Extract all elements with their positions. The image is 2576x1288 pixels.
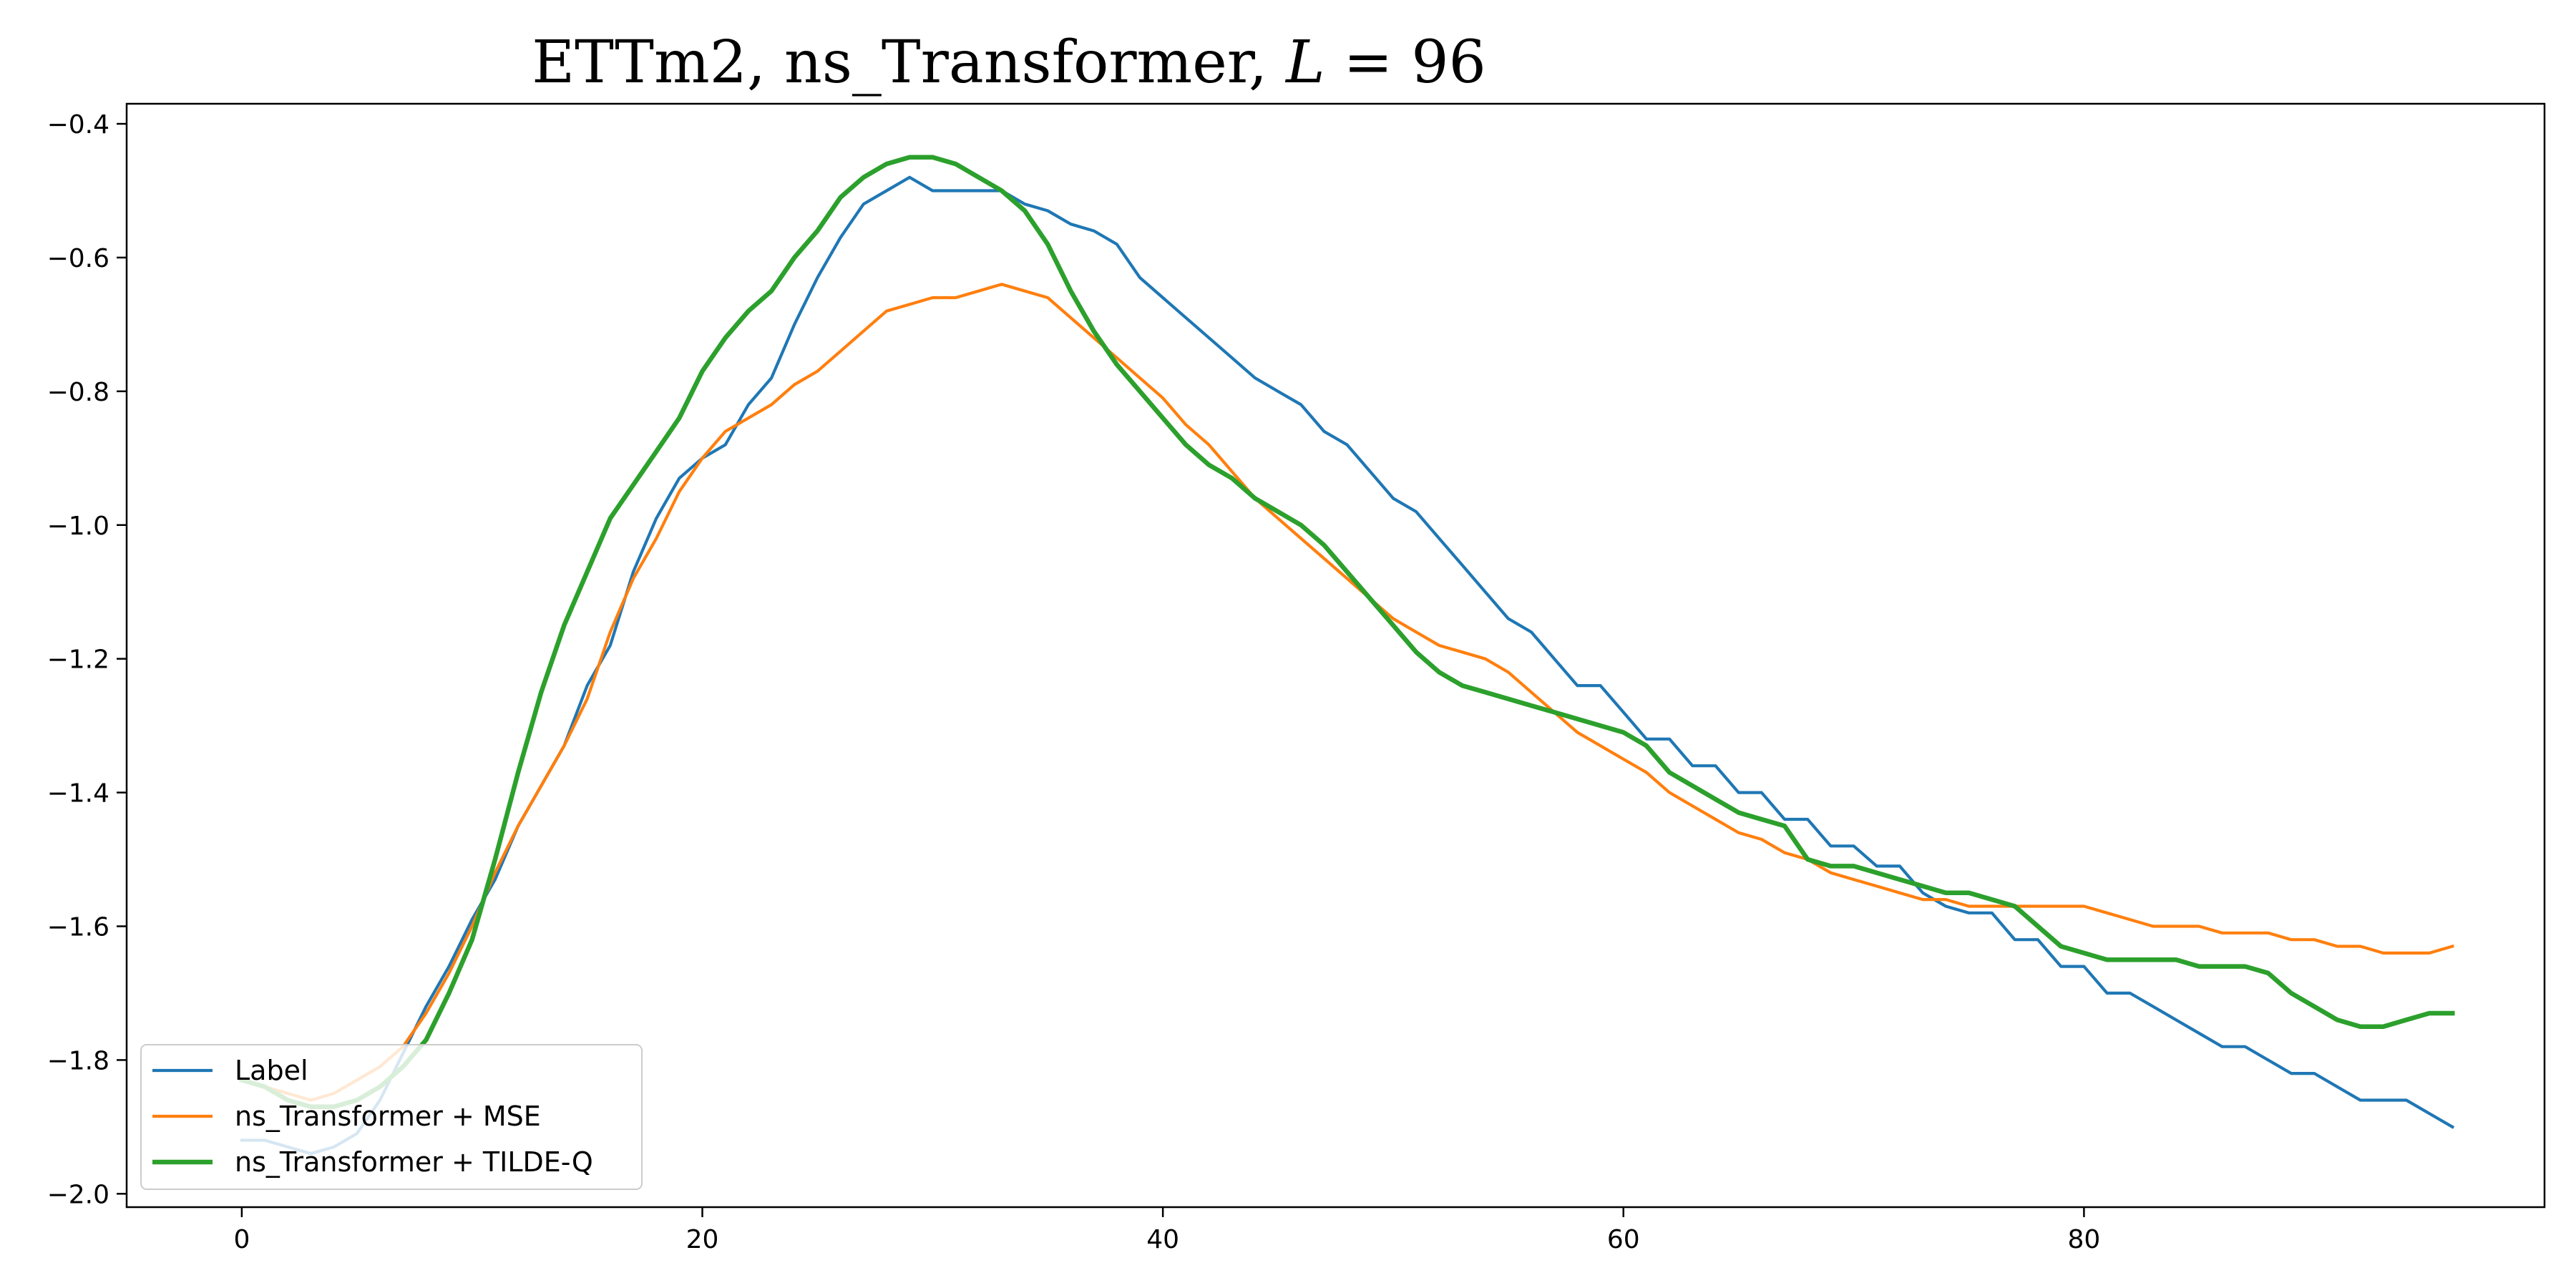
y-tick-label: −1.4: [47, 779, 109, 809]
axes-ticks: 0 20 40 60 80 −2.0 −1.8 −1.6 −1.4 −1.2 −1.0 −0.8 −0.…: [47, 110, 2101, 1254]
chart-title-variable: L: [1284, 29, 1324, 97]
x-tick-label: 20: [686, 1225, 719, 1254]
y-tick-label: −0.4: [47, 110, 109, 140]
series-line: [238, 155, 2455, 1110]
legend-label: Label: [235, 1055, 308, 1086]
y-tick-label: −1.2: [47, 645, 109, 675]
x-tick-label: 80: [2067, 1225, 2100, 1254]
y-tick-label: −1.6: [47, 912, 109, 942]
y-tick-label: −1.8: [47, 1046, 109, 1075]
y-tick-label: −0.6: [47, 244, 109, 273]
y-tick-label: −0.8: [47, 378, 109, 407]
chart-title-suffix: = 96: [1325, 29, 1486, 97]
series-lines: [238, 155, 2455, 1156]
chart-title: ETTm2, ns_Transformer, L = 96: [532, 29, 1486, 97]
y-tick-label: −1.0: [47, 512, 109, 541]
legend-label: ns_Transformer + TILDE-Q: [235, 1146, 593, 1178]
x-tick-label: 0: [233, 1225, 250, 1254]
plot-frame: [125, 102, 2546, 1209]
y-tick-label: −2.0: [47, 1180, 109, 1209]
chart-title-prefix: ETTm2, ns_Transformer,: [532, 29, 1286, 97]
series-line: [240, 175, 2455, 1156]
x-tick-label: 60: [1607, 1225, 1640, 1254]
series-line: [240, 283, 2454, 1102]
legend-box: [140, 1044, 643, 1190]
legend-label: ns_Transformer + MSE: [235, 1101, 541, 1132]
x-tick-label: 40: [1146, 1225, 1179, 1254]
legend: Label ns_Transformer + MSE ns_Transformer …: [140, 1044, 643, 1190]
